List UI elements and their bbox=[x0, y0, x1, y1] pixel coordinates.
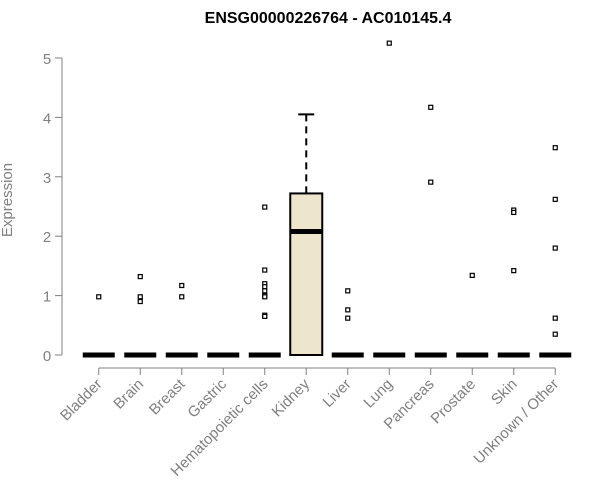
y-tick-label: 4 bbox=[43, 110, 51, 127]
outlier-point bbox=[345, 307, 351, 313]
outlier-point bbox=[262, 313, 268, 319]
box-lung bbox=[373, 40, 406, 358]
outlier-point bbox=[262, 294, 268, 300]
box-unknown-other bbox=[539, 145, 572, 358]
x-tick-label: Prostate bbox=[428, 376, 480, 428]
outlier-point bbox=[137, 273, 143, 280]
x-tick-label: Lung bbox=[360, 376, 396, 412]
box-prostate bbox=[456, 272, 489, 358]
x-tick-label: Skin bbox=[488, 376, 521, 409]
outlier-point bbox=[469, 272, 475, 279]
box-rect bbox=[289, 192, 324, 356]
y-axis-label: Expression bbox=[0, 163, 16, 237]
outlier-point bbox=[552, 315, 558, 321]
x-tick-label: Liver bbox=[320, 376, 355, 411]
outlier-point bbox=[552, 331, 558, 337]
y-tick-label: 5 bbox=[43, 51, 51, 68]
outlier-point bbox=[137, 294, 143, 300]
box-series bbox=[82, 40, 572, 358]
x-tick-label: Bladder bbox=[57, 376, 106, 425]
outlier-point bbox=[96, 294, 102, 300]
box-kidney bbox=[289, 113, 324, 356]
box-pancreas bbox=[414, 104, 447, 358]
outlier-point bbox=[511, 268, 517, 274]
outlier-point bbox=[552, 196, 558, 202]
x-tick-label: Kidney bbox=[269, 375, 314, 420]
box-brain bbox=[124, 273, 157, 358]
box-liver bbox=[331, 288, 364, 358]
outlier-point bbox=[262, 288, 268, 294]
outlier-point bbox=[511, 209, 517, 216]
outlier-point bbox=[428, 179, 434, 185]
box-hematopoietic-cells bbox=[248, 204, 281, 358]
outlier-point bbox=[552, 245, 558, 251]
y-tick-label: 1 bbox=[43, 289, 51, 306]
y-axis: 0 1 2 3 4 5 bbox=[43, 51, 63, 365]
x-tick-label: Breast bbox=[146, 375, 189, 418]
outlier-point bbox=[345, 288, 351, 294]
y-tick-label: 3 bbox=[43, 170, 51, 187]
outlier-point bbox=[137, 298, 143, 305]
y-tick-label: 2 bbox=[43, 229, 51, 246]
outlier-point bbox=[386, 40, 392, 46]
box-breast bbox=[165, 282, 198, 358]
box-bladder bbox=[82, 294, 115, 358]
outlier-point bbox=[179, 294, 185, 300]
box-skin bbox=[497, 207, 530, 358]
outlier-point bbox=[262, 284, 268, 290]
chart-title: ENSG00000226764 - AC010145.4 bbox=[205, 10, 452, 27]
outlier-point bbox=[345, 315, 351, 321]
x-tick-label: Brain bbox=[110, 376, 147, 413]
outlier-point bbox=[428, 104, 434, 110]
outlier-point bbox=[179, 282, 185, 289]
y-tick-label: 0 bbox=[43, 348, 51, 365]
outlier-point bbox=[552, 145, 558, 151]
outlier-point bbox=[262, 204, 268, 210]
outlier-point bbox=[262, 267, 268, 273]
